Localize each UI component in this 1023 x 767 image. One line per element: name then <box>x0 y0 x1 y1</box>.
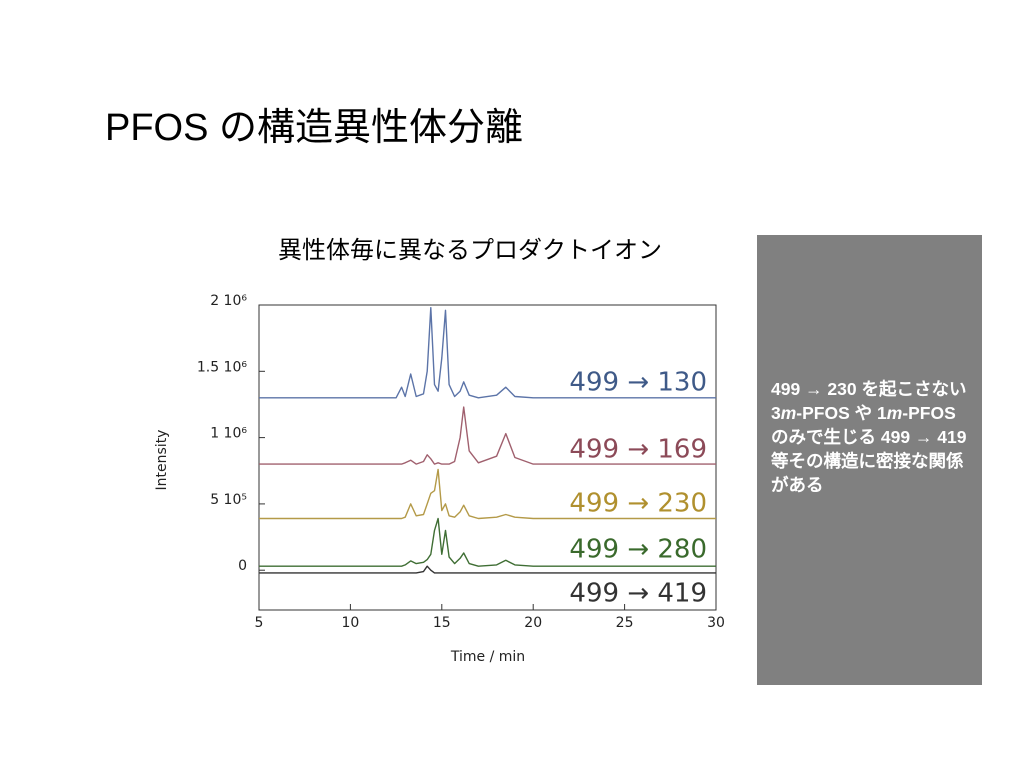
y-axis-label: Intensity <box>154 430 170 491</box>
y-tick-label: 1.5 10⁶ <box>197 359 248 375</box>
x-tick-label: 10 <box>341 615 359 631</box>
series-label: 499 → 169 <box>569 435 707 465</box>
series-label: 499 → 419 <box>569 579 707 609</box>
note-box: 499 → 230 を起こさない 3m-PFOS や 1m-PFOS のみで生じ… <box>757 235 982 685</box>
y-tick-label: 1 10⁶ <box>210 426 247 442</box>
series-label: 499 → 130 <box>569 368 707 398</box>
y-tick-label: 2 10⁶ <box>210 293 247 309</box>
x-axis-label: Time / min <box>450 649 525 665</box>
x-tick-label: 30 <box>707 615 725 631</box>
note-text: -PFOS のみで生じる 499 → 419 等その構造に密接な関係がある <box>771 403 967 495</box>
y-tick-label: 5 10⁵ <box>210 492 247 508</box>
x-tick-label: 25 <box>616 615 634 631</box>
series-line <box>259 406 716 465</box>
plot-frame <box>258 304 717 611</box>
x-tick-label: 20 <box>524 615 542 631</box>
note-text: 499 → 230 を起こさない 3 <box>771 379 967 423</box>
x-tick-label: 15 <box>433 615 451 631</box>
slide-title: PFOS の構造異性体分離 <box>105 107 524 149</box>
x-tick-label: 5 <box>255 615 264 631</box>
series-line <box>259 307 716 399</box>
note-text: m <box>886 403 903 423</box>
y-tick-label: 0 <box>238 558 247 574</box>
series-line <box>259 565 716 574</box>
series-label: 499 → 280 <box>569 535 707 565</box>
series-line <box>259 468 716 520</box>
chart-title: 異性体毎に異なるプロダクトイオン <box>278 236 662 264</box>
chart: 異性体毎に異なるプロダクトイオン Time / min Intensity 5 1… <box>154 236 725 665</box>
note-text: -PFOS や 1 <box>796 403 887 423</box>
series-label: 499 → 230 <box>569 489 707 519</box>
series-line <box>259 517 716 567</box>
note-text: m <box>780 403 797 423</box>
